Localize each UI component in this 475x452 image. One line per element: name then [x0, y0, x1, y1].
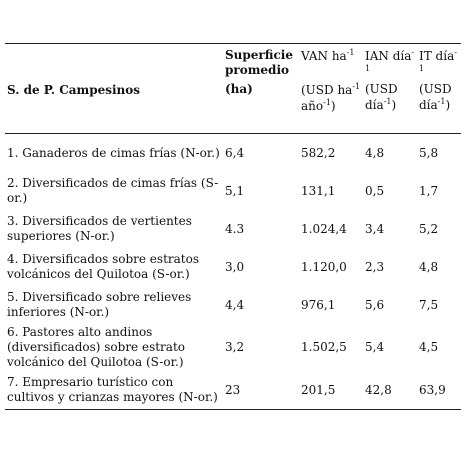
superscript: -1 — [365, 48, 415, 73]
row-label: 1. Ganaderos de cimas frías (N-or.) — [7, 145, 220, 160]
table-row: 5. Diversificado sobre relieves inferior… — [5, 286, 461, 324]
row-label: 3. Diversificados de vertientes superior… — [7, 214, 192, 243]
cell: 4,5 — [419, 340, 439, 354]
column-header: VAN ha-1 — [299, 43, 363, 81]
cell: 4.3 — [225, 221, 245, 236]
cell: 3,4 — [365, 221, 385, 236]
text: ) — [391, 98, 397, 112]
superscript: -1 — [352, 82, 361, 91]
cell: 5,1 — [225, 183, 245, 198]
row-label: 5. Diversificado sobre relieves inferior… — [7, 290, 192, 319]
text: (ha) — [225, 82, 253, 96]
table-row: 6. Pastores alto andinos (diversificados… — [5, 324, 461, 371]
cell: 1.120,0 — [301, 259, 347, 274]
cell: 23 — [223, 371, 299, 410]
cell: 1.502,5 — [301, 340, 347, 354]
text: (USD día — [365, 82, 398, 112]
column-header: S. de P. Campesinos — [5, 43, 223, 134]
cell: 5,8 — [419, 145, 439, 160]
row-label: 4. Diversificados sobre estratos volcáni… — [7, 252, 199, 281]
cell: 976,1 — [301, 297, 336, 312]
table-row: 7. Empresario turístico con cultivos y c… — [5, 371, 461, 410]
cell: 3,2 — [225, 340, 245, 354]
table-row: 2. Diversificados de cimas frías (S-or.)… — [5, 172, 461, 210]
cell: 4,8 — [365, 145, 385, 160]
cell: 131,1 — [301, 183, 336, 198]
text: ) — [445, 98, 451, 112]
table-body: 1. Ganaderos de cimas frías (N-or.) 6,4 58… — [5, 134, 461, 410]
table-row: 4. Diversificados sobre estratos volcáni… — [5, 248, 461, 286]
cell: 63,9 — [417, 371, 461, 410]
row-label: 7. Empresario turístico con cultivos y c… — [5, 371, 223, 410]
cell: 0,5 — [365, 183, 385, 198]
superscript: -1 — [346, 48, 355, 57]
text: año — [301, 99, 324, 113]
superscript: -1 — [323, 98, 331, 107]
cell: 201,5 — [299, 371, 363, 410]
cell: 5,2 — [419, 221, 439, 236]
superscript: -1 — [419, 48, 457, 73]
cell: 582,2 — [301, 145, 336, 160]
cell: 5,4 — [365, 340, 385, 354]
row-label: 6. Pastores alto andinos (diversificados… — [7, 325, 185, 369]
text: VAN ha — [301, 49, 347, 63]
cell: 4,8 — [419, 259, 439, 274]
row-label: 2. Diversificados de cimas frías (S-or.) — [7, 176, 219, 205]
table-row: 3. Diversificados de vertientes superior… — [5, 210, 461, 248]
column-unit: (USD día-1) — [363, 81, 417, 134]
data-table: S. de P. Campesinos Superficie promedio VA… — [5, 43, 461, 410]
cell: 5,6 — [365, 297, 385, 312]
column-header: IT día-1 — [417, 43, 461, 81]
text: (USD ha — [301, 83, 353, 97]
cell: 6,4 — [225, 145, 245, 160]
column-unit: (ha) — [223, 81, 299, 134]
table-head: S. de P. Campesinos Superficie promedio VA… — [5, 43, 461, 134]
superscript: -1 — [437, 97, 446, 106]
column-unit: (USD día-1) — [417, 81, 461, 134]
column-header: Superficie promedio — [223, 43, 299, 81]
cell: 3,0 — [225, 259, 245, 274]
text: IT día — [419, 49, 455, 63]
cell: 1.024,4 — [301, 221, 347, 236]
text: ) — [330, 99, 336, 113]
cell: 42,8 — [363, 371, 417, 410]
column-header: IAN día-1 — [363, 43, 417, 81]
superscript: -1 — [383, 97, 392, 106]
column-unit: (USD ha-1 año-1) — [299, 81, 363, 134]
cell: 7,5 — [419, 297, 439, 312]
cell: 4,4 — [225, 297, 245, 312]
cell: 2,3 — [365, 259, 385, 274]
text: Superficie promedio — [225, 48, 293, 77]
text: S. de P. Campesinos — [7, 82, 141, 97]
table-row: 1. Ganaderos de cimas frías (N-or.) 6,4 58… — [5, 134, 461, 173]
text: (USD día — [419, 82, 452, 112]
text: IAN día — [365, 49, 412, 63]
cell: 1,7 — [419, 183, 439, 198]
